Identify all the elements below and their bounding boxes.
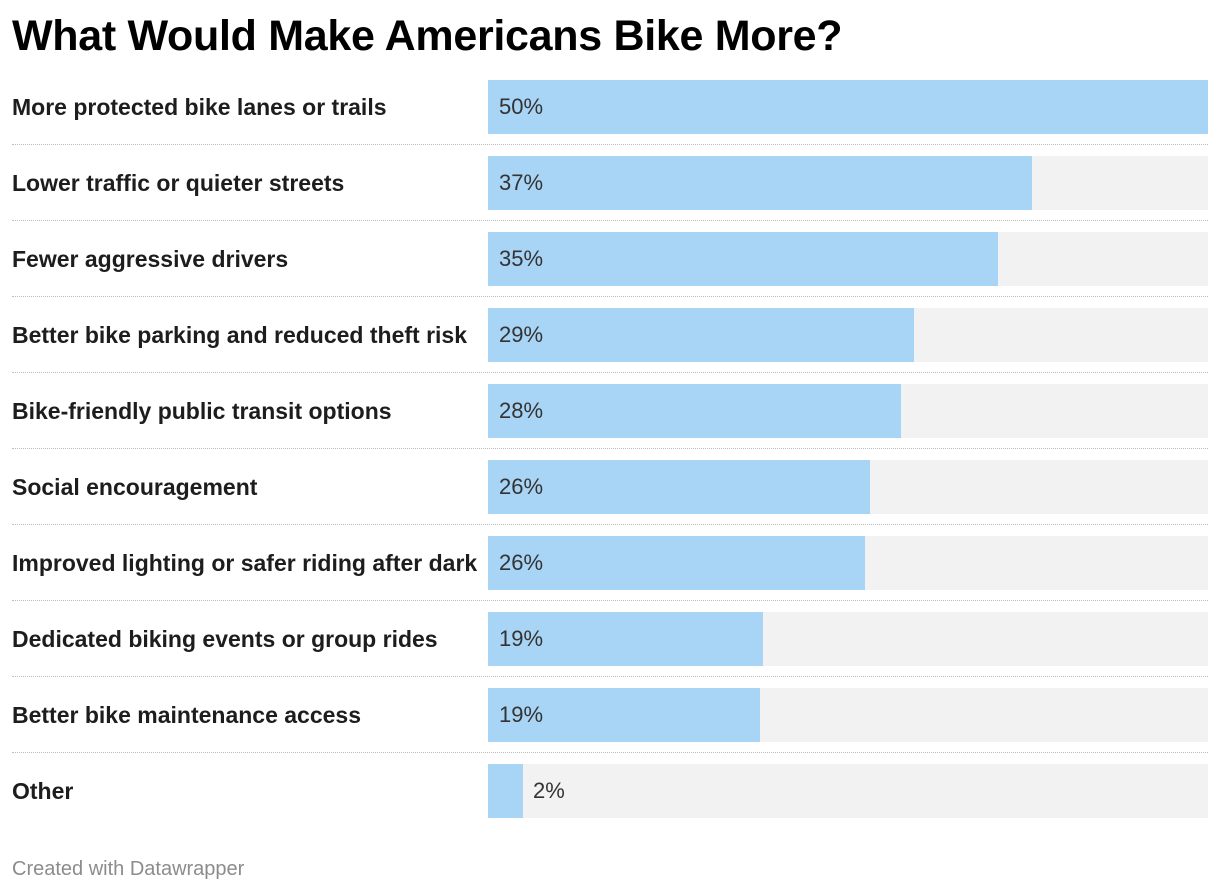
- row-divider: [12, 372, 1208, 373]
- row-divider: [12, 752, 1208, 753]
- bar-row: Better bike parking and reduced theft ri…: [0, 308, 1220, 384]
- bar: [488, 764, 523, 818]
- row-divider: [12, 144, 1208, 145]
- bar: [488, 460, 870, 514]
- bar-category-label: Dedicated biking events or group rides: [12, 626, 438, 652]
- bar-category-label: Other: [12, 778, 74, 804]
- bar-category-label: More protected bike lanes or trails: [12, 94, 387, 120]
- bar-track: 29%: [488, 308, 1208, 362]
- bar-track: 19%: [488, 688, 1208, 742]
- bar-track: 35%: [488, 232, 1208, 286]
- bar-track: 19%: [488, 612, 1208, 666]
- bar-row: More protected bike lanes or trails 50%: [0, 80, 1220, 156]
- bar-row: Dedicated biking events or group rides 19…: [0, 612, 1220, 688]
- bar-category-label: Social encouragement: [12, 474, 258, 500]
- bar: [488, 688, 760, 742]
- bar-row: Social encouragement 26%: [0, 460, 1220, 536]
- bar-row: Fewer aggressive drivers 35%: [0, 232, 1220, 308]
- bar-category-label: Better bike maintenance access: [12, 702, 362, 728]
- bar-category-label: Lower traffic or quieter streets: [12, 170, 345, 196]
- bar: [488, 156, 1032, 210]
- bar-value-label: 37%: [499, 170, 544, 195]
- bar-value-label: 19%: [499, 702, 544, 727]
- bar-row: Bike-friendly public transit options 28%: [0, 384, 1220, 460]
- row-divider: [12, 448, 1208, 449]
- row-divider: [12, 524, 1208, 525]
- bar-row: Other 2%: [0, 764, 1220, 840]
- row-divider: [12, 600, 1208, 601]
- bar-track: 2%: [488, 764, 1208, 818]
- bar: [488, 536, 865, 590]
- bar-track: 50%: [488, 80, 1208, 134]
- bar-value-label: 26%: [499, 474, 544, 499]
- bar-track: 37%: [488, 156, 1208, 210]
- bar-value-label: 35%: [499, 246, 544, 271]
- bar-value-label: 50%: [499, 94, 544, 119]
- bar-chart: More protected bike lanes or trails 50% Lo…: [0, 80, 1220, 820]
- bar-value-label: 26%: [499, 550, 544, 575]
- chart-title: What Would Make Americans Bike More?: [12, 12, 843, 60]
- row-divider: [12, 220, 1208, 221]
- bar-category-label: Fewer aggressive drivers: [12, 246, 289, 272]
- bar-value-label: 19%: [499, 626, 544, 651]
- bar-track: 26%: [488, 460, 1208, 514]
- bar-value-label: 29%: [499, 322, 544, 347]
- bar: [488, 232, 998, 286]
- bar-value-label: 2%: [533, 778, 565, 803]
- bar-value-label: 28%: [499, 398, 544, 423]
- bar-row: Lower traffic or quieter streets 37%: [0, 156, 1220, 232]
- bar-track: 26%: [488, 536, 1208, 590]
- bar-row: Improved lighting or safer riding after …: [0, 536, 1220, 612]
- bar: [488, 384, 901, 438]
- row-divider: [12, 296, 1208, 297]
- bar-track: 28%: [488, 384, 1208, 438]
- bar: [488, 612, 763, 666]
- row-divider: [12, 676, 1208, 677]
- bar-category-label: Bike-friendly public transit options: [12, 398, 392, 424]
- bar: [488, 80, 1208, 134]
- bar-category-label: Improved lighting or safer riding after …: [12, 550, 478, 576]
- bar: [488, 308, 914, 362]
- credit-text[interactable]: Created with Datawrapper: [12, 858, 245, 880]
- bar-category-label: Better bike parking and reduced theft ri…: [12, 322, 468, 348]
- bar-row: Better bike maintenance access 19%: [0, 688, 1220, 764]
